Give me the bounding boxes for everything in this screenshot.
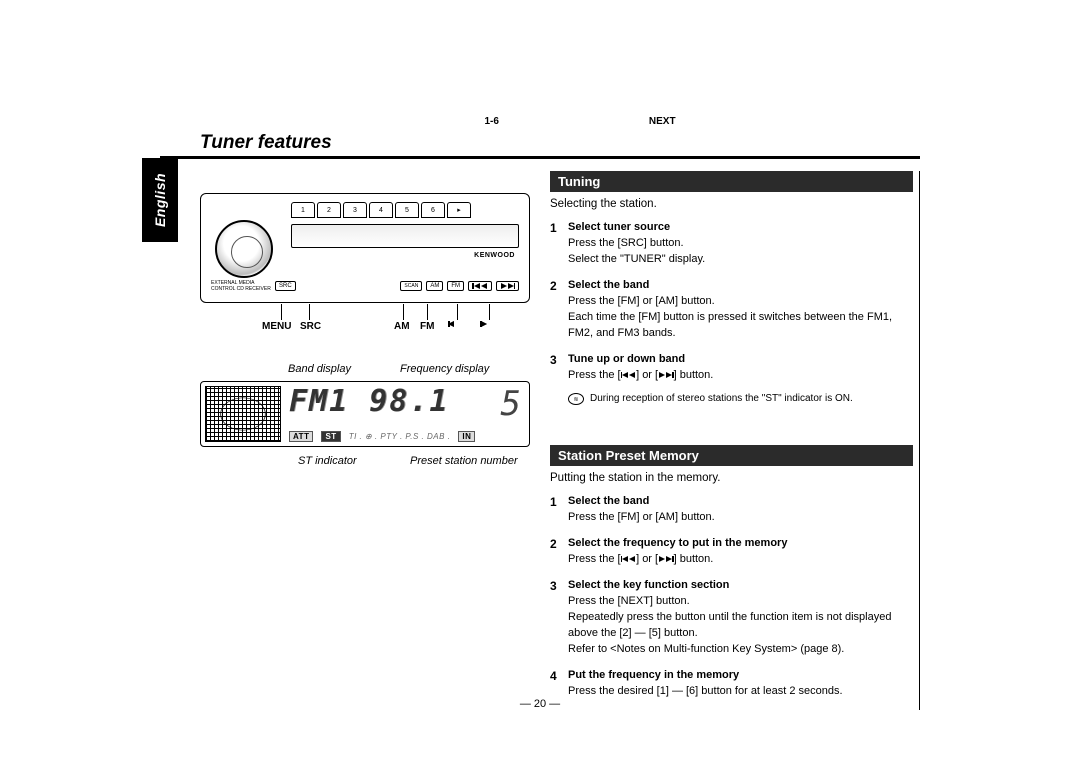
tuning-intro: Selecting the station.: [550, 198, 913, 210]
step-title: Select the key function section: [568, 578, 913, 594]
control-knob: [215, 220, 273, 278]
step-line: Press the [FM] or [AM] button.: [568, 294, 913, 310]
fwd-icon: [658, 556, 674, 562]
step-number: 2: [550, 536, 560, 568]
tuning-step-2: 2 Select the band Press the [FM] or [AM]…: [550, 278, 913, 342]
display-panel: FM1 98.1 5 ATT ST TI . ⊕ . PTY . P.S . D…: [200, 381, 530, 447]
page-number: — 20 —: [160, 698, 920, 710]
under-labels: MENU SRC AM FM: [200, 321, 530, 335]
am-button: AM: [426, 281, 443, 291]
next-button: [496, 281, 520, 291]
label-next: NEXT: [649, 116, 676, 127]
brand-label: KENWOOD: [474, 252, 515, 259]
step-title: Select tuner source: [568, 220, 913, 236]
language-label: English: [152, 173, 168, 227]
bottom-button-row: EXTERNAL MEDIA CONTROL CD RECEIVER SRC S…: [211, 280, 519, 292]
page-title: Tuner features: [160, 132, 920, 159]
step-line: Press the [FM] or [AM] button.: [568, 510, 913, 526]
note-text: During reception of stereo stations the …: [590, 393, 853, 404]
preset-header: Station Preset Memory: [550, 445, 913, 466]
cd-slot: [291, 224, 519, 248]
note-icon: [568, 393, 584, 405]
tuning-header: Tuning: [550, 171, 913, 192]
step-number: 4: [550, 668, 560, 700]
small-disp-text: EXTERNAL MEDIA CONTROL CD RECEIVER: [211, 280, 271, 292]
preset-number: 5: [501, 384, 521, 424]
in-indicator: IN: [458, 431, 475, 442]
preset-btn-6: 6: [421, 202, 445, 218]
st-indicator-label: ST indicator: [298, 455, 357, 467]
step-number: 3: [550, 352, 560, 384]
step-number: 3: [550, 578, 560, 658]
step-number: 2: [550, 278, 560, 342]
rew-icon: [621, 372, 637, 378]
indicator-row: ATT ST TI . ⊕ . PTY . P.S . DAB . IN: [289, 431, 475, 442]
display-under-labels: ST indicator Preset station number: [200, 455, 530, 469]
src-label: SRC: [300, 321, 321, 332]
step-line: Press the [SRC] button.: [568, 236, 913, 252]
step-title: Select the frequency to put in the memor…: [568, 536, 913, 552]
display-digits: FM1 98.1: [289, 384, 450, 419]
step-title: Select the band: [568, 278, 913, 294]
preset-btn-5: 5: [395, 202, 419, 218]
left-column: 1-6 NEXT 1 2 3 4 5 6 ▸ KENWOOD EXTERNAL …: [200, 171, 530, 710]
step-line: Refer to <Notes on Multi-function Key Sy…: [568, 642, 913, 658]
preset-step-2: 2 Select the frequency to put in the mem…: [550, 536, 913, 568]
preset-number-label: Preset station number: [410, 455, 518, 467]
other-indicators: TI . ⊕ . PTY . P.S . DAB .: [349, 432, 451, 441]
preset-button-row: 1 2 3 4 5 6 ▸: [291, 202, 471, 218]
right-column: Tuning Selecting the station. 1 Select t…: [550, 171, 920, 710]
radio-top-labels: 1-6 NEXT: [200, 116, 960, 127]
step-number: 1: [550, 494, 560, 526]
step-title: Select the band: [568, 494, 913, 510]
step-line: Each time the [FM] button is pressed it …: [568, 310, 913, 342]
preset-step-4: 4 Put the frequency in the memory Press …: [550, 668, 913, 700]
radio-unit-diagram: 1 2 3 4 5 6 ▸ KENWOOD EXTERNAL MEDIA CON…: [200, 193, 530, 303]
language-tab: English: [142, 158, 178, 242]
scan-button: SCAN: [400, 281, 422, 291]
rew-icon: [621, 556, 637, 562]
step-line: Select the "TUNER" display.: [568, 252, 913, 268]
preset-btn-next: ▸: [447, 202, 471, 218]
step-number: 1: [550, 220, 560, 268]
prev-button: [468, 281, 492, 291]
tuning-step-3: 3 Tune up or down band Press the [] or […: [550, 352, 913, 384]
att-indicator: ATT: [289, 431, 313, 442]
preset-intro: Putting the station in the memory.: [550, 472, 913, 484]
manual-page: English Tuner features 1-6 NEXT 1 2 3 4 …: [160, 132, 920, 692]
preset-btn-3: 3: [343, 202, 367, 218]
fm-button: FM: [447, 281, 464, 291]
am-label: AM: [394, 321, 410, 332]
menu-label: MENU: [262, 321, 291, 332]
step-title: Put the frequency in the memory: [568, 668, 913, 684]
preset-btn-2: 2: [317, 202, 341, 218]
step-line: Press the [] or [] button.: [568, 552, 913, 568]
step-line: Press the [] or [] button.: [568, 368, 913, 384]
preset-btn-1: 1: [291, 202, 315, 218]
preset-btn-4: 4: [369, 202, 393, 218]
preset-step-1: 1 Select the band Press the [FM] or [AM]…: [550, 494, 913, 526]
globe-graphic: [205, 386, 281, 442]
src-button: SRC: [275, 281, 296, 291]
label-1-6: 1-6: [484, 116, 498, 127]
st-indicator: ST: [321, 431, 340, 442]
preset-step-3: 3 Select the key function section Press …: [550, 578, 913, 658]
step-line: Repeatedly press the button until the fu…: [568, 610, 913, 642]
band-display-label: Band display: [288, 363, 351, 375]
tuning-step-1: 1 Select tuner source Press the [SRC] bu…: [550, 220, 913, 268]
fwd-icon: [658, 372, 674, 378]
fm-label: FM: [420, 321, 434, 332]
tuning-note: During reception of stereo stations the …: [568, 393, 913, 405]
step-title: Tune up or down band: [568, 352, 913, 368]
display-top-labels: Band display Frequency display: [200, 363, 530, 377]
step-line: Press the [NEXT] button.: [568, 594, 913, 610]
freq-display-label: Frequency display: [400, 363, 489, 375]
